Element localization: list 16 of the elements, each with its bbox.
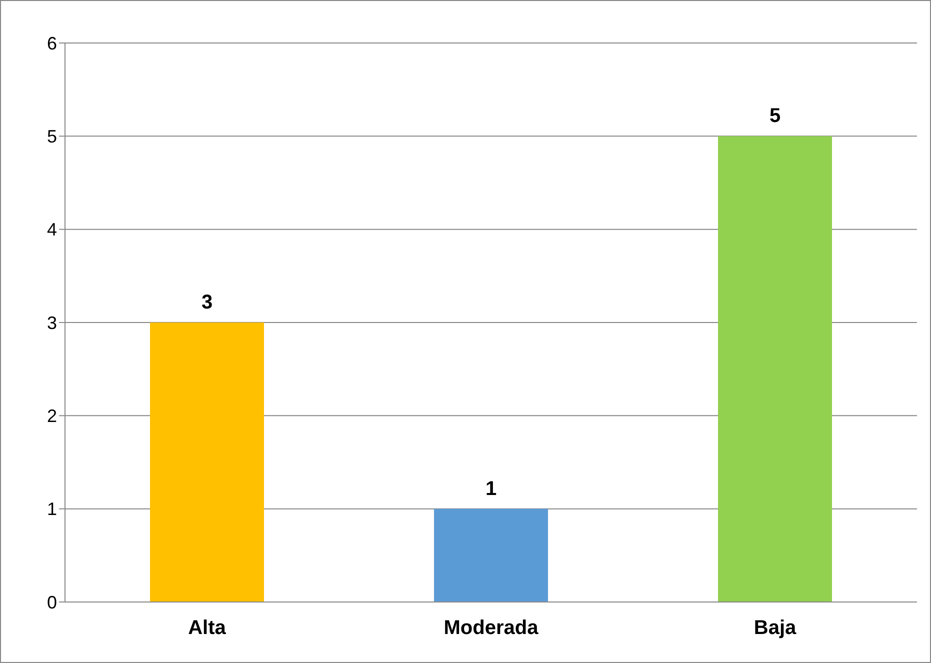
y-tick-label: 6 bbox=[46, 33, 57, 54]
x-tick-label: Baja bbox=[754, 617, 797, 640]
bar bbox=[718, 136, 832, 602]
y-tick-label: 4 bbox=[46, 220, 57, 240]
y-tick-label: 0 bbox=[46, 592, 57, 612]
data-label: 1 bbox=[485, 478, 497, 500]
x-tick-label: Alta bbox=[188, 617, 227, 640]
y-tick-label: 5 bbox=[46, 126, 57, 147]
data-label: 3 bbox=[201, 292, 213, 314]
y-tick-label: 2 bbox=[46, 406, 57, 426]
x-tick-label: Moderada bbox=[444, 617, 540, 640]
data-label: 5 bbox=[769, 105, 781, 128]
bar bbox=[434, 508, 548, 602]
y-tick-label: 3 bbox=[46, 312, 57, 333]
bar bbox=[150, 322, 264, 602]
y-tick-label: 1 bbox=[46, 499, 57, 520]
